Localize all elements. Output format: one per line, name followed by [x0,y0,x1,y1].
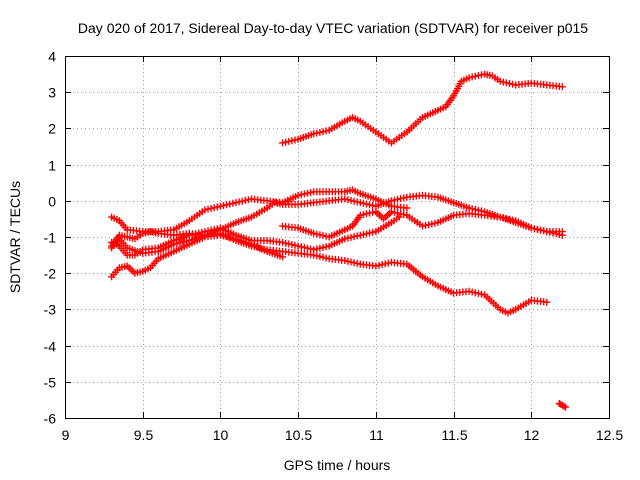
grid [65,56,609,418]
y-tick-label: 3 [48,85,56,101]
y-tick-label: 2 [48,121,56,137]
data-point [471,72,479,80]
data-point [238,197,246,205]
data-point [359,211,367,219]
x-tick-label: 10.5 [285,427,312,443]
y-tick-label: 0 [48,194,56,210]
y-tick-label: -1 [44,230,57,246]
x-tick-label: 9 [62,427,70,443]
data-point [179,238,187,246]
x-tick-labels: 9 9.5 10 10.5 11 11.5 12 12.5 [62,427,624,443]
data-layer [108,70,569,411]
data-point [319,128,327,136]
data-point [207,226,215,234]
data-point [403,204,411,212]
data-point [316,253,324,260]
data-point [560,402,568,410]
x-tick-label: 11 [369,427,384,443]
data-point [499,78,507,86]
series-track-a [279,70,566,147]
x-tick-label: 12 [524,427,540,443]
data-point [294,191,302,199]
data-point [366,209,374,217]
y-tick-label: -5 [44,375,57,391]
data-point [502,215,510,222]
data-point [558,83,566,91]
data-point [232,199,240,207]
data-point [201,228,209,236]
data-point [540,227,548,235]
data-point [397,195,405,203]
data-point [285,240,293,248]
data-point [316,231,324,239]
y-tick-label: -6 [44,411,57,427]
data-point [359,199,367,207]
data-point [310,229,318,237]
x-axis-label: GPS time / hours [284,457,391,473]
y-tick-label: 4 [48,49,56,65]
data-point [310,246,318,254]
data-point [297,191,305,199]
data-point [313,129,321,137]
data-point [353,198,361,206]
y-tick-label: -2 [44,266,57,282]
data-point [397,210,405,218]
data-point [527,224,535,232]
data-point [558,231,566,239]
data-point [496,77,504,85]
data-point [471,289,479,297]
data-point [372,262,380,270]
data-point [562,403,569,411]
data-point [201,206,209,214]
data-point [204,205,212,213]
data-point [291,241,299,249]
y-tick-label: -3 [44,302,57,318]
data-point [282,138,290,146]
data-point [465,204,473,212]
data-point [213,203,221,211]
y-axis-label: SDTVAR / TECUs [7,181,23,293]
data-point [552,230,560,238]
data-point [419,222,426,230]
x-tick-label: 10 [213,427,229,443]
series-track-f [108,186,411,236]
y-tick-labels: -6 -5 -4 -3 -2 -1 0 1 2 3 4 [44,49,57,427]
data-point [347,196,355,204]
data-point [509,80,517,88]
data-point [344,234,352,242]
data-point [394,195,402,203]
x-tick-label: 12.5 [596,427,623,443]
y-tick-label: 1 [48,158,56,174]
data-point [189,231,196,238]
data-point [279,238,287,246]
data-point [350,233,358,241]
x-tick-label: 9.5 [134,427,154,443]
data-point [391,196,398,204]
data-point [478,207,485,215]
data-point [307,245,315,253]
data-point [384,259,392,267]
ticks [65,56,610,419]
series-track-h [555,400,569,411]
x-tick-label: 11.5 [441,427,467,443]
data-point [543,298,551,306]
y-tick-label: -4 [44,339,57,355]
series-track-g [108,213,403,259]
data-point [341,257,349,264]
chart-title: Day 020 of 2017, Sidereal Day-to-day VTE… [78,20,588,36]
data-point [428,220,436,228]
data-point [260,245,268,253]
data-point [395,213,403,221]
data-point [359,231,367,238]
data-point [534,225,541,233]
data-point [226,200,234,208]
data-point [347,233,355,241]
